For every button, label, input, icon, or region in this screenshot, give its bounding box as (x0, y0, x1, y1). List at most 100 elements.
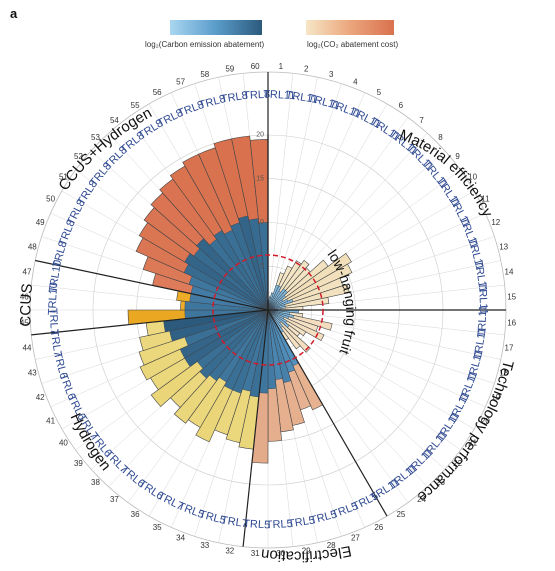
sector-number-31: 31 (251, 549, 260, 558)
category-electrification: Electrification (260, 542, 353, 565)
sector-number-26: 26 (374, 523, 383, 532)
bars (31, 72, 506, 547)
category-divider (31, 309, 269, 336)
sector-number-16: 16 (507, 318, 516, 327)
sector-number-14: 14 (505, 267, 514, 276)
sector-number-49: 49 (36, 218, 45, 227)
spoke-line (267, 83, 342, 311)
spoke-line (267, 77, 318, 311)
trl-label-31: TRL5 (243, 518, 270, 531)
sector-number-23: 23 (436, 478, 445, 487)
sector-number-21: 21 (468, 438, 477, 447)
sector-number-45: 45 (20, 318, 29, 327)
sector-number-38: 38 (91, 478, 100, 487)
sector-number-51: 51 (59, 173, 68, 182)
legend-colorbar-emission (170, 20, 262, 35)
sector-number-9: 9 (455, 152, 460, 161)
sector-number-59: 59 (225, 65, 234, 74)
category-divider (267, 309, 388, 517)
trl-label-44: TRL7 (48, 329, 64, 357)
trl-label-29: TRL5 (287, 514, 315, 530)
category-divider (35, 259, 269, 311)
sector-number-55: 55 (131, 101, 140, 110)
sector-number-41: 41 (46, 416, 55, 425)
sector-number-28: 28 (327, 541, 336, 550)
sector-number-47: 47 (23, 267, 32, 276)
sector-number-22: 22 (453, 459, 462, 468)
trl-label-32: TRL7 (220, 514, 248, 530)
low-hanging-fruit-label: low-hanging fruit (325, 247, 360, 357)
sector-number-46: 46 (20, 293, 29, 302)
trl-label-17: TRL11 (472, 327, 489, 361)
sector-number-48: 48 (28, 242, 37, 251)
sector-number-42: 42 (36, 393, 45, 402)
sector-number-27: 27 (351, 533, 360, 542)
trl-label-59: TRL8 (220, 90, 248, 106)
sector-number-57: 57 (176, 78, 185, 87)
sector-number-54: 54 (110, 116, 119, 125)
sector-number-56: 56 (153, 88, 162, 97)
sector-number-12: 12 (491, 218, 500, 227)
trl-label-14: TRL11 (472, 260, 489, 294)
sector-number-6: 6 (399, 101, 404, 110)
sector-number-35: 35 (153, 523, 162, 532)
sector-number-17: 17 (505, 344, 514, 353)
sector-number-43: 43 (28, 369, 37, 378)
sector-number-25: 25 (396, 510, 405, 519)
trl-label-15: TRL11 (476, 282, 490, 315)
sector-number-1: 1 (279, 62, 284, 71)
trl-label-46: TRL10 (46, 282, 60, 316)
sector-number-10: 10 (468, 173, 477, 182)
trl-label-30: TRL5 (266, 518, 293, 531)
sector-number-52: 52 (74, 152, 83, 161)
radial-tick-label: 10 (256, 219, 264, 226)
trl-label-16: TRL11 (476, 305, 490, 338)
low-hanging-fruit-circle (212, 254, 324, 366)
sector-number-36: 36 (131, 510, 140, 519)
sector-number-60: 60 (251, 62, 260, 71)
category-material-efficiency: Material efficiency (397, 126, 496, 220)
sector-number-24: 24 (417, 495, 426, 504)
sector-number-44: 44 (23, 344, 32, 353)
panel-letter: a (10, 6, 18, 21)
sector-number-7: 7 (419, 116, 424, 125)
legend-label-emission: log₂(Carbon emission abatement) (145, 40, 265, 49)
spoke-line (267, 73, 294, 311)
sector-number-15: 15 (507, 293, 516, 302)
radial-tick-label: 15 (256, 175, 264, 182)
spoke-line (267, 309, 505, 336)
sector-number-11: 11 (481, 195, 490, 204)
sector-number-39: 39 (74, 459, 83, 468)
sector-number-19: 19 (491, 393, 500, 402)
radial-tick-label: 20 (256, 132, 264, 139)
sector-number-20: 20 (481, 416, 490, 425)
sector-number-32: 32 (225, 547, 234, 556)
radial-axis: 5 10 15 20 (256, 132, 269, 310)
sector-number-13: 13 (499, 242, 508, 251)
cost-bar-10 (267, 252, 352, 311)
sector-number-8: 8 (438, 133, 443, 142)
sector-number-58: 58 (200, 70, 209, 79)
sector-number-4: 4 (353, 78, 358, 87)
sector-number-50: 50 (46, 195, 55, 204)
sector-number-18: 18 (499, 369, 508, 378)
sector-number-34: 34 (176, 533, 185, 542)
sector-number-53: 53 (91, 133, 100, 142)
category-divider (242, 309, 269, 547)
sector-number-5: 5 (377, 88, 382, 97)
category-ccus: CCUS (17, 283, 36, 327)
sector-number-2: 2 (304, 65, 309, 74)
radial-tick-label: 5 (260, 263, 264, 270)
trl-label-2: TRL11 (285, 89, 319, 106)
trl-label-60: TRL8 (243, 89, 270, 102)
category-ccus-hydrogen: CCUS+Hydrogen (55, 104, 154, 194)
cost-bar-11 (267, 263, 353, 311)
cost-bar-13 (267, 283, 350, 311)
trl-label-47: TRL10 (47, 259, 64, 294)
sector-number-30: 30 (276, 549, 285, 558)
sector-number-37: 37 (110, 495, 119, 504)
legend-colorbar-cost (306, 20, 394, 35)
trl-label-1: TRL11 (263, 88, 296, 102)
sector-number-3: 3 (329, 70, 334, 79)
